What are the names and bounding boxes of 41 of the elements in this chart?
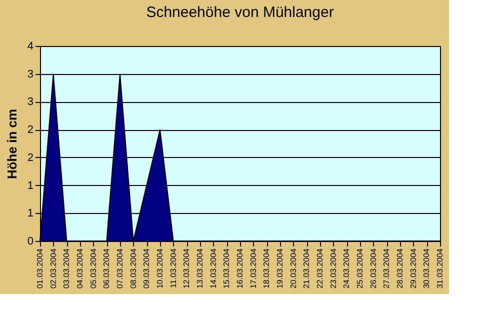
y-tick-label: 1 — [27, 180, 34, 192]
x-tick-label: 10.03.2004 — [156, 248, 164, 289]
y-tick-label: 2 — [27, 152, 34, 164]
y-tick-label: 3 — [27, 96, 34, 108]
x-tick-label: 13.03.2004 — [196, 248, 204, 289]
chart-title: Schneehöhe von Mühlanger — [146, 4, 334, 21]
x-tick-label: 21.03.2004 — [302, 248, 312, 289]
x-tick-label: 16.03.2004 — [236, 248, 244, 289]
x-tick-label: 12.03.2004 — [182, 248, 192, 289]
x-tick-label: 22.03.2004 — [316, 248, 324, 289]
x-tick-label: 27.03.2004 — [382, 248, 392, 289]
x-tick-label: 07.03.2004 — [116, 248, 124, 289]
x-tick-label: 05.03.2004 — [88, 248, 98, 289]
x-tick-label: 09.03.2004 — [142, 248, 152, 289]
x-tick-label: 28.03.2004 — [396, 248, 404, 289]
x-tick-label: 17.03.2004 — [248, 248, 258, 289]
y-tick-label: 4 — [27, 40, 34, 52]
x-tick-label: 31.03.2004 — [436, 248, 444, 289]
x-tick-label: 02.03.2004 — [48, 248, 58, 289]
y-tick-label: 0 — [27, 236, 34, 248]
y-tick-label: 3 — [27, 68, 34, 80]
y-axis-title: Höhe in cm — [4, 108, 20, 180]
y-tick-label: 2 — [27, 124, 34, 136]
x-tick-label: 08.03.2004 — [128, 248, 138, 289]
y-tick-label: 1 — [27, 208, 34, 220]
x-tick-label: 24.03.2004 — [342, 248, 352, 289]
x-tick-label: 29.03.2004 — [408, 248, 418, 289]
x-tick-label: 03.03.2004 — [62, 248, 72, 289]
x-tick-label: 04.03.2004 — [76, 248, 84, 289]
x-tick-label: 15.03.2004 — [222, 248, 232, 289]
x-tick-label: 20.03.2004 — [288, 248, 298, 289]
x-tick-label: 19.03.2004 — [276, 248, 284, 289]
x-tick-label: 30.03.2004 — [422, 248, 432, 289]
x-tick-label: 11.03.2004 — [168, 248, 178, 288]
x-tick-label: 26.03.2004 — [368, 248, 378, 289]
x-tick-label: 01.03.2004 — [36, 248, 44, 289]
x-tick-label: 18.03.2004 — [262, 248, 272, 289]
x-tick-label: 14.03.2004 — [208, 248, 218, 289]
x-tick-label: 06.03.2004 — [102, 248, 112, 289]
x-tick-label: 23.03.2004 — [328, 248, 338, 289]
x-tick-label: 25.03.2004 — [356, 248, 364, 289]
